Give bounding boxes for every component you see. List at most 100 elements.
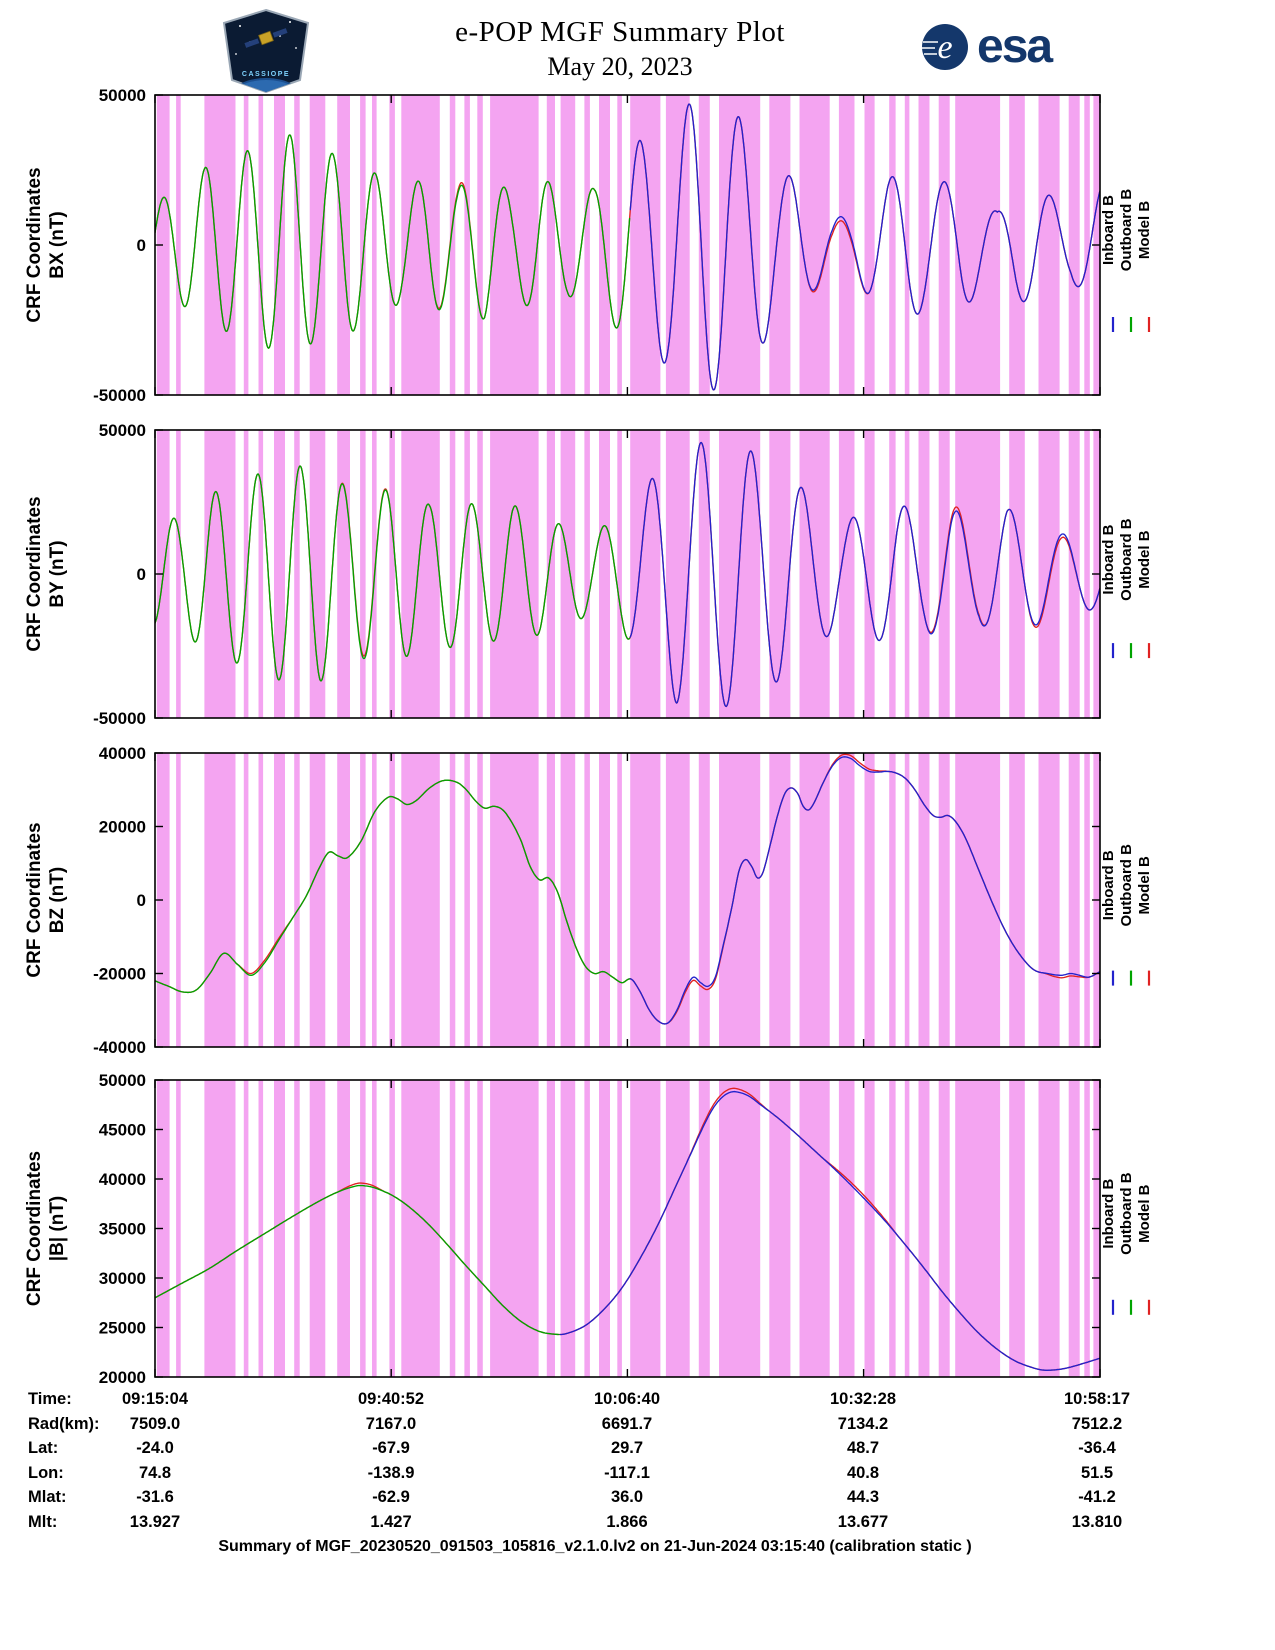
summary-footer: Summary of MGF_20230520_091503_105816_v2… bbox=[218, 1538, 972, 1555]
legend-label: Outboard B bbox=[1118, 518, 1135, 601]
gap-bands bbox=[156, 1080, 1100, 1377]
series-inboard-b bbox=[629, 756, 1100, 1025]
y-tick-label: 0 bbox=[137, 236, 146, 255]
radius-value: 7167.0 bbox=[365, 1415, 417, 1433]
series-inboard-b bbox=[559, 1090, 1100, 1371]
legend-label: Model B bbox=[1136, 856, 1153, 914]
time-value: 10:06:40 bbox=[593, 1390, 661, 1408]
y-tick-label: 35000 bbox=[99, 1220, 146, 1239]
esa-emblem-icon: e bbox=[922, 24, 968, 70]
legend-label: Outboard B bbox=[1118, 844, 1135, 927]
y-tick-label: -50000 bbox=[93, 709, 146, 728]
radius-value: 6691.7 bbox=[601, 1415, 653, 1433]
page-subtitle-date: May 20, 2023 bbox=[547, 52, 693, 81]
gap-bands bbox=[156, 430, 1100, 718]
legend-label: Inboard B bbox=[1100, 524, 1117, 594]
lon-value: 74.8 bbox=[138, 1464, 172, 1482]
y-tick-label: 45000 bbox=[99, 1121, 146, 1140]
row-label-radius: Rad(km): bbox=[28, 1415, 100, 1433]
table-row-radius: Rad(km): 7509.0 7167.0 6691.7 7134.2 751… bbox=[0, 1415, 1275, 1437]
time-value: 10:58:17 bbox=[1063, 1390, 1131, 1408]
y-tick-label: 0 bbox=[137, 565, 146, 584]
lon-value: -138.9 bbox=[367, 1464, 415, 1482]
table-row-lat: Lat: -24.0 -67.9 29.7 48.7 -36.4 bbox=[0, 1439, 1275, 1461]
y-axis-label: BZ (nT) bbox=[47, 867, 68, 933]
esa-emblem-letter: e bbox=[937, 29, 952, 66]
table-row-lon: Lon: 74.8 -138.9 -117.1 40.8 51.5 bbox=[0, 1464, 1275, 1486]
radius-value: 7134.2 bbox=[837, 1415, 889, 1433]
y-axis-label: CRF Coordinates bbox=[24, 822, 45, 977]
legend-label: Model B bbox=[1136, 1184, 1153, 1242]
series-inboard-b bbox=[629, 103, 1100, 391]
series-outboard-b bbox=[155, 1184, 560, 1336]
lon-value: 51.5 bbox=[1080, 1464, 1114, 1482]
mlt-value: 1.427 bbox=[370, 1513, 412, 1531]
y-tick-label: 20000 bbox=[99, 1368, 146, 1387]
y-tick-label: 0 bbox=[137, 891, 146, 910]
y-tick-label: -40000 bbox=[93, 1038, 146, 1057]
table-row-mlat: Mlat: -31.6 -62.9 36.0 44.3 -41.2 bbox=[0, 1488, 1275, 1510]
y-tick-label: 40000 bbox=[99, 744, 146, 763]
lon-value: -117.1 bbox=[604, 1464, 650, 1482]
legend-label: Model B bbox=[1136, 530, 1153, 588]
mlt-value: 13.927 bbox=[129, 1513, 181, 1531]
row-label-mlt: Mlt: bbox=[28, 1513, 58, 1531]
y-tick-label: 40000 bbox=[99, 1170, 146, 1189]
mlt-value: 13.677 bbox=[837, 1513, 889, 1531]
series-outboard-b bbox=[155, 134, 631, 349]
lat-value: -36.4 bbox=[1078, 1439, 1116, 1457]
mlat-value: -31.6 bbox=[136, 1488, 174, 1506]
y-axis-label: CRF Coordinates bbox=[24, 496, 45, 651]
lat-value: 48.7 bbox=[846, 1439, 880, 1457]
table-row-time: Time: 09:15:04 09:40:52 10:06:40 10:32:2… bbox=[0, 1390, 1275, 1412]
y-axis-label: CRF Coordinates bbox=[24, 167, 45, 322]
legend-label: Inboard B bbox=[1100, 850, 1117, 920]
lon-value: 40.8 bbox=[846, 1464, 880, 1482]
series-outboard-b bbox=[155, 779, 631, 994]
panel-bx: 50000 0 -50000 CRF Coordinates BX (nT) Inboar… bbox=[24, 86, 1153, 405]
series-inboard-b bbox=[629, 441, 1100, 708]
legend-label: Inboard B bbox=[1100, 1178, 1117, 1248]
panel-bmag: 50000 45000 40000 35000 30000 25000 20000 CRF C… bbox=[24, 1071, 1153, 1387]
y-axis-label: CRF Coordinates bbox=[24, 1151, 45, 1306]
mlat-value: 44.3 bbox=[846, 1488, 880, 1506]
radius-value: 7509.0 bbox=[129, 1415, 181, 1433]
time-value: 10:32:28 bbox=[829, 1390, 897, 1408]
cassiope-mission-logo: CASSIOPE bbox=[220, 8, 312, 94]
radius-value: 7512.2 bbox=[1071, 1415, 1123, 1433]
y-axis-label: |B| (nT) bbox=[47, 1196, 68, 1262]
y-tick-label: -20000 bbox=[93, 965, 146, 984]
esa-logo: e esa bbox=[920, 20, 1053, 73]
time-value: 09:15:04 bbox=[121, 1390, 189, 1408]
legend-label: Outboard B bbox=[1118, 1172, 1135, 1255]
row-label-time: Time: bbox=[28, 1390, 72, 1408]
lat-value: 29.7 bbox=[610, 1439, 644, 1457]
y-tick-label: -50000 bbox=[93, 386, 146, 405]
esa-wordmark: esa bbox=[977, 20, 1053, 73]
y-tick-label: 20000 bbox=[99, 818, 146, 837]
gap-bands bbox=[156, 95, 1100, 395]
mlat-value: 36.0 bbox=[610, 1488, 644, 1506]
lat-value: -67.9 bbox=[372, 1439, 410, 1457]
gap-bands bbox=[156, 753, 1100, 1047]
y-axis-label: BX (nT) bbox=[47, 211, 68, 279]
mlt-value: 1.866 bbox=[606, 1513, 648, 1531]
y-tick-label: 50000 bbox=[99, 1071, 146, 1090]
mlt-value: 13.810 bbox=[1071, 1513, 1123, 1531]
mlat-value: -62.9 bbox=[372, 1488, 410, 1506]
cassiope-patch-icon: CASSIOPE bbox=[222, 8, 310, 94]
y-tick-label: 30000 bbox=[99, 1269, 146, 1288]
lat-value: -24.0 bbox=[136, 1439, 174, 1457]
panel-by: 50000 0 -50000 CRF Coordinates BY (nT) Inboar… bbox=[24, 421, 1153, 728]
time-value: 09:40:52 bbox=[357, 1390, 425, 1408]
y-axis-label: BY (nT) bbox=[47, 540, 68, 607]
legend-label: Outboard B bbox=[1118, 189, 1135, 272]
series-outboard-b bbox=[155, 465, 631, 682]
page-title: e-POP MGF Summary Plot bbox=[455, 16, 785, 48]
cassiope-logo-text: CASSIOPE bbox=[242, 71, 290, 78]
mlat-value: -41.2 bbox=[1078, 1488, 1116, 1506]
row-label-lon: Lon: bbox=[28, 1464, 64, 1482]
row-label-lat: Lat: bbox=[28, 1439, 59, 1457]
